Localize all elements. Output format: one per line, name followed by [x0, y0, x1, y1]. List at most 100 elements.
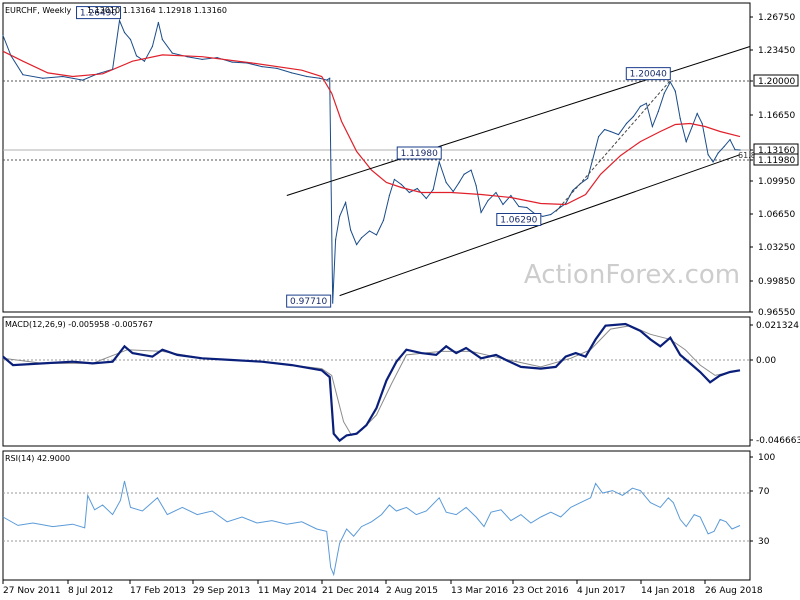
price-point-35 — [360, 237, 363, 239]
macd-tick-2: -0.046663 — [756, 436, 800, 446]
price-point-27 — [326, 79, 328, 81]
macd-tick-1: 0.00 — [756, 356, 776, 366]
price-point-28 — [329, 77, 331, 79]
rsi-tick-2: 30 — [758, 537, 770, 547]
price-tick-8: 1.03250 — [758, 243, 795, 253]
price-point-22 — [261, 66, 263, 68]
price-point-25 — [306, 75, 308, 78]
rsi-panel-title: RSI(14) 42.9000 — [5, 454, 70, 463]
price-point-57 — [510, 194, 512, 197]
x-tick-9: 4 Jun 2017 — [577, 586, 625, 596]
price-tick-9: 0.99850 — [758, 277, 795, 287]
x-tick-5: 21 Dec 2014 — [322, 586, 380, 596]
price-point-45 — [432, 188, 434, 191]
price-point-54 — [487, 199, 489, 202]
price-point-72 — [617, 133, 620, 136]
panel-frame-2 — [2, 450, 751, 581]
price-tick-5: 1.11980 — [758, 156, 795, 166]
price-panel-ohlc: 1.13010 1.13164 1.12918 1.13160 — [87, 6, 227, 15]
price-point-3 — [42, 77, 44, 79]
macd-panel-title: MACD(12,26,9) -0.005958 -0.005767 — [5, 320, 153, 329]
price-point-6 — [97, 73, 99, 75]
level-label-3: 1.06290 — [500, 215, 537, 225]
price-point-7 — [111, 68, 114, 70]
x-tick-10: 14 Jan 2018 — [641, 586, 695, 596]
gridlines — [3, 80, 750, 542]
fib-label: 61.8 — [738, 151, 756, 160]
price-point-46 — [438, 161, 440, 163]
price-point-91 — [729, 138, 731, 141]
price-point-82 — [679, 117, 681, 120]
panel-frame-0 — [2, 2, 751, 313]
price-point-71 — [609, 130, 612, 133]
price-point-14 — [157, 21, 159, 24]
price-point-13 — [151, 45, 153, 48]
x-tick-6: 2 Aug 2015 — [386, 586, 438, 596]
chart-series — [2, 18, 741, 577]
price-point-21 — [246, 62, 248, 64]
x-tick-0: 27 Nov 2011 — [3, 586, 61, 596]
price-point-19 — [216, 57, 218, 59]
price-point-58 — [518, 205, 520, 208]
price-tick-box-5 — [753, 153, 799, 166]
price-point-53 — [480, 211, 482, 214]
price-point-26 — [319, 77, 321, 79]
price-point-93 — [739, 149, 741, 151]
price-point-52 — [475, 184, 477, 187]
price-tick-2: 1.20000 — [758, 77, 795, 87]
price-tick-3: 1.16650 — [758, 111, 795, 121]
price-point-20 — [231, 61, 233, 63]
price-point-38 — [382, 219, 385, 221]
price-point-87 — [707, 154, 709, 156]
price-point-32 — [345, 201, 347, 204]
price-point-67 — [587, 177, 589, 180]
channel-upper-line — [286, 46, 751, 196]
price-point-89 — [717, 152, 719, 154]
price-point-74 — [632, 115, 635, 118]
price-point-50 — [463, 173, 465, 175]
price-point-17 — [186, 56, 188, 58]
price-point-42 — [408, 191, 410, 194]
price-point-16 — [171, 52, 173, 54]
watermark: ActionForex.com — [524, 260, 740, 290]
price-point-68 — [592, 159, 594, 161]
level-label-0: 1.26490 — [80, 9, 117, 19]
price-tick-0: 1.26750 — [758, 13, 795, 23]
price-point-83 — [685, 140, 687, 143]
price-point-86 — [701, 122, 703, 125]
price-point-51 — [470, 169, 472, 171]
x-tick-11: 26 Aug 2018 — [705, 586, 763, 596]
level-label-box-3 — [496, 212, 542, 226]
price-point-18 — [201, 58, 203, 61]
price-point-34 — [355, 243, 358, 246]
price-point-88 — [712, 161, 714, 163]
price-point-79 — [663, 92, 665, 94]
price-point-0 — [2, 34, 4, 37]
price-point-41 — [400, 183, 402, 186]
price-point-30 — [335, 239, 337, 241]
price-point-81 — [674, 90, 676, 92]
price-point-56 — [502, 203, 504, 206]
price-point-48 — [452, 190, 454, 193]
price-point-73 — [625, 122, 628, 125]
price-series-line — [2, 18, 741, 304]
price-point-2 — [22, 74, 24, 76]
price-point-40 — [393, 178, 396, 181]
x-tick-7: 13 Mar 2016 — [451, 586, 508, 596]
price-point-59 — [526, 206, 528, 209]
price-point-12 — [143, 60, 146, 62]
level-label-box-0 — [76, 6, 122, 20]
chart-annotations: 1.26490 1.20040 1.11980 1.06290 0.97710 61.8 — [76, 6, 756, 308]
macd-tick-0: 0.021324 — [756, 321, 799, 331]
price-point-37 — [375, 234, 378, 236]
price-point-69 — [597, 135, 600, 138]
price-point-43 — [416, 187, 418, 190]
price-point-84 — [691, 125, 693, 128]
macd-signal-line — [2, 325, 741, 437]
price-point-1 — [10, 55, 12, 57]
price-point-44 — [425, 197, 427, 200]
price-point-39 — [388, 194, 391, 197]
price-point-70 — [603, 128, 606, 131]
moving-average-line — [2, 50, 741, 206]
